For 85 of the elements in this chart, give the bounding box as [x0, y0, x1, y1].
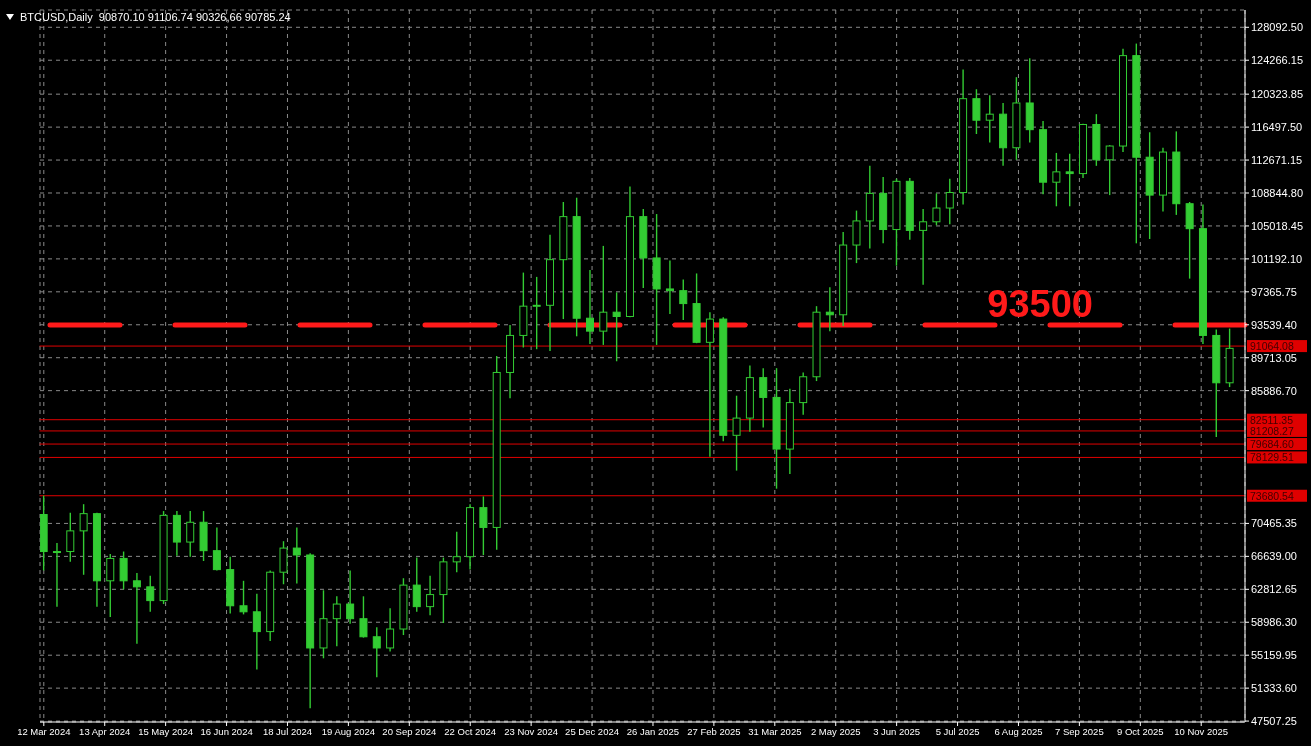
y-tick-label: 124266.15 [1251, 54, 1303, 67]
candlestick [932, 192, 941, 226]
y-tick-label: 70465.35 [1251, 517, 1297, 530]
candlestick [759, 367, 768, 429]
candlestick [1065, 153, 1074, 207]
x-tick-label: 19 Aug 2024 [321, 725, 376, 737]
candlestick [452, 531, 461, 573]
candlestick [612, 291, 621, 362]
candlestick [705, 311, 714, 458]
candlestick [386, 607, 395, 653]
candlestick [66, 512, 75, 563]
x-tick-label: 13 Apr 2024 [79, 725, 131, 737]
x-tick-label: 5 Jul 2025 [935, 725, 980, 737]
candlestick [1052, 152, 1061, 207]
x-tick-label: 9 Oct 2025 [1117, 725, 1164, 737]
ref-line-label: 73680.54 [1250, 489, 1294, 502]
chart-title: BTCUSD,Daily 90870.10 91106.74 90326,66 90785.24 [20, 11, 291, 23]
y-tick-label: 66639.00 [1251, 550, 1297, 563]
x-tick-label: 6 Aug 2025 [994, 725, 1043, 737]
y-tick-label: 101192.10 [1251, 252, 1303, 265]
candlestick [479, 495, 488, 556]
candlestick [346, 569, 355, 625]
candlestick [212, 526, 221, 572]
candlestick [79, 503, 88, 576]
x-tick-label: 22 Oct 2024 [444, 725, 497, 737]
candlestick [972, 88, 981, 135]
y-tick-label: 51333.60 [1251, 682, 1297, 695]
candlestick [679, 278, 688, 321]
candlestick [426, 574, 435, 616]
x-tick-label: 23 Nov 2024 [504, 725, 559, 737]
ref-line-label: 91064.08 [1250, 340, 1294, 353]
y-tick-label: 105018.45 [1251, 219, 1303, 232]
y-tick-label: 116497.50 [1251, 121, 1303, 134]
ref-line-label: 82511.35 [1250, 413, 1294, 426]
x-tick-label: 15 May 2024 [138, 725, 194, 737]
y-tick-label: 112671.15 [1251, 153, 1303, 166]
y-tick-label: 120323.85 [1251, 88, 1303, 101]
y-tick-label: 108844.80 [1251, 186, 1303, 199]
x-tick-label: 31 Mar 2025 [748, 725, 802, 737]
x-tick-label: 25 Dec 2024 [565, 725, 619, 737]
x-tick-label: 27 Feb 2025 [687, 725, 741, 737]
y-tick-label: 93539.40 [1251, 318, 1297, 331]
y-tick-label: 62812.65 [1251, 583, 1297, 596]
ref-line-label: 93500 [987, 283, 1093, 326]
y-tick-label: 55159.95 [1251, 649, 1297, 662]
candlestick [599, 245, 608, 346]
candlestick [359, 595, 368, 639]
y-tick-label: 97365.75 [1251, 285, 1297, 298]
x-tick-label: 12 Mar 2024 [17, 725, 71, 737]
candlestick [186, 510, 195, 558]
ref-line-label: 78129.51 [1250, 451, 1294, 464]
candlestick [119, 550, 128, 591]
candlestick [665, 259, 674, 315]
x-tick-label: 7 Sep 2025 [1055, 725, 1104, 737]
y-tick-label: 58986.30 [1251, 616, 1297, 629]
candlestick [332, 595, 341, 647]
ref-line-label: 81208.27 [1250, 424, 1294, 437]
candlestick [732, 395, 741, 472]
x-tick-label: 20 Sep 2024 [382, 725, 437, 737]
candlestick [372, 626, 381, 678]
candlestick [532, 276, 541, 350]
x-tick-label: 10 Nov 2025 [1174, 725, 1229, 737]
x-tick-label: 2 May 2025 [810, 725, 861, 737]
x-tick-label: 18 Jul 2024 [262, 725, 313, 737]
candlestick [919, 208, 928, 286]
candlestick [132, 572, 141, 645]
candlestick [252, 593, 261, 671]
candlestick [146, 574, 155, 613]
x-tick-label: 3 Jun 2025 [873, 725, 921, 737]
ref-line-label: 79684.60 [1250, 438, 1294, 451]
candlestick [292, 526, 301, 585]
y-tick-label: 89713.05 [1251, 351, 1297, 364]
candlestick [585, 269, 594, 345]
candlestick [412, 556, 421, 613]
candlestick [945, 178, 954, 226]
x-tick-label: 16 Jun 2024 [200, 725, 253, 737]
y-tick-label: 128092.50 [1251, 21, 1303, 34]
candlestick [985, 94, 994, 144]
candlestick [1105, 144, 1114, 196]
candlestick [106, 553, 115, 618]
candlestick [52, 542, 61, 608]
y-tick-label: 47507.25 [1251, 714, 1297, 727]
y-tick-label: 85886.70 [1251, 384, 1297, 397]
x-tick-label: 26 Jan 2025 [626, 725, 680, 737]
candlestick [239, 580, 248, 616]
